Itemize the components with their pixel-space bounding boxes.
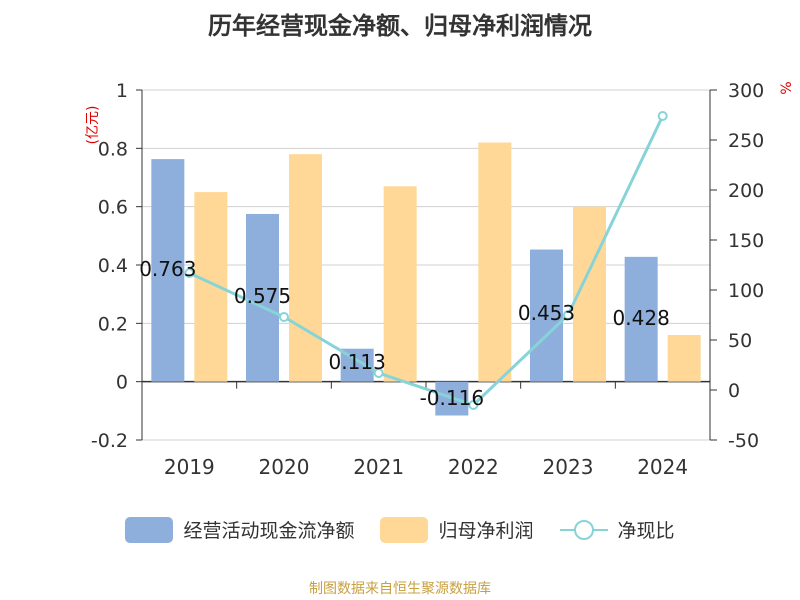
point-ratio bbox=[184, 268, 195, 278]
bar-cashflow bbox=[246, 213, 279, 382]
data-label-cashflow: 0.428 bbox=[613, 306, 670, 330]
y-left-tick-label: 0.2 bbox=[98, 313, 128, 335]
legend: 经营活动现金流净额 归母净利润 净现比 bbox=[0, 516, 800, 543]
legend-swatch-profit bbox=[380, 516, 429, 543]
data-label-cashflow: 0.575 bbox=[234, 284, 291, 308]
data-label-cashflow: 0.453 bbox=[518, 301, 575, 325]
chart-title: 历年经营现金净额、归母净利润情况 bbox=[208, 12, 592, 40]
bar-profit bbox=[383, 186, 417, 382]
point-ratio bbox=[563, 310, 573, 320]
legend-item-ratio[interactable]: 净现比 bbox=[559, 516, 675, 543]
y-right-tick-label: 300 bbox=[728, 80, 764, 102]
x-tick-label: 2019 bbox=[164, 455, 215, 479]
bar-cashflow bbox=[624, 256, 658, 382]
legend-item-profit[interactable]: 归母净利润 bbox=[380, 516, 534, 543]
y-right-tick-label: 100 bbox=[728, 280, 764, 302]
x-tick-label: 2022 bbox=[448, 455, 499, 479]
y-right-tick-label: 50 bbox=[728, 330, 752, 352]
y-left-tick-label: 0.4 bbox=[98, 255, 128, 277]
y-right-tick-label: -50 bbox=[728, 430, 759, 452]
x-tick-label: 2021 bbox=[353, 455, 404, 479]
x-tick-label: 2020 bbox=[259, 455, 310, 479]
y-left-tick-label: 0.8 bbox=[98, 138, 128, 160]
point-ratio bbox=[468, 400, 479, 410]
source-note: 制图数据来自恒生聚源数据库 bbox=[309, 581, 491, 597]
bar-cashflow bbox=[530, 249, 563, 382]
x-tick-label: 2023 bbox=[543, 455, 594, 479]
y-right-tick-label: 200 bbox=[728, 180, 764, 202]
legend-label-cashflow: 经营活动现金流净额 bbox=[183, 520, 355, 542]
bar-profit bbox=[667, 335, 701, 382]
y-left-tick-label: 0 bbox=[116, 372, 128, 394]
y-left-tick-label: 1 bbox=[116, 80, 128, 102]
data-label-cashflow: 0.113 bbox=[329, 350, 386, 374]
point-ratio bbox=[657, 111, 668, 121]
bar-profit bbox=[289, 154, 322, 382]
legend-swatch-ratio bbox=[559, 519, 608, 540]
chart-plot: 1 0.8 0.6 0.4 0.2 0 -0.2 300 250 200 150 100 50 0 -50 2… bbox=[91, 80, 764, 479]
bar-cashflow bbox=[151, 159, 185, 382]
legend-item-cashflow[interactable]: 经营活动现金流净额 bbox=[125, 516, 354, 543]
y-left-tick-label: -0.2 bbox=[91, 430, 128, 452]
bar-profit bbox=[478, 142, 512, 382]
data-label-cashflow: 0.763 bbox=[139, 257, 196, 281]
data-label-cashflow: -0.116 bbox=[420, 386, 484, 410]
y-left-tick-label: 0.6 bbox=[98, 197, 128, 219]
line-ratio bbox=[188, 115, 665, 407]
legend-label-profit: 归母净利润 bbox=[438, 520, 534, 542]
x-tick-label: 2024 bbox=[637, 455, 688, 479]
y-right-tick-label: 250 bbox=[728, 130, 764, 152]
point-ratio bbox=[373, 368, 384, 378]
legend-label-ratio: 净现比 bbox=[617, 520, 675, 542]
y-right-tick-label: 150 bbox=[728, 230, 764, 252]
point-ratio bbox=[279, 312, 289, 322]
y-right-tick-label: 0 bbox=[728, 380, 740, 402]
legend-swatch-cashflow bbox=[125, 516, 174, 543]
